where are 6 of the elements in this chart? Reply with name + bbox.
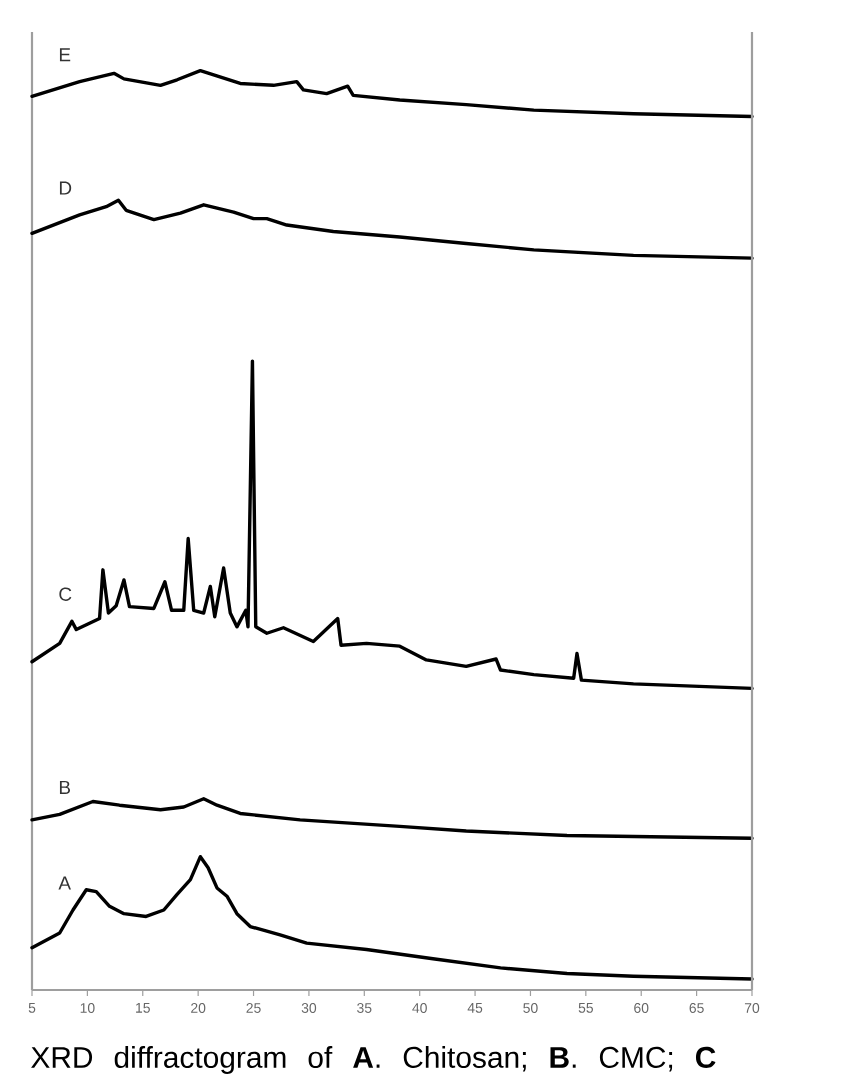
series-label: C [59,587,72,601]
series-label: D [59,181,72,195]
series-label: A [58,876,71,890]
text: XRD diffractogram of A. Chitosan; B. CMC; C [31,1046,716,1074]
series-label: B [59,780,71,794]
series-label: E [59,48,71,62]
